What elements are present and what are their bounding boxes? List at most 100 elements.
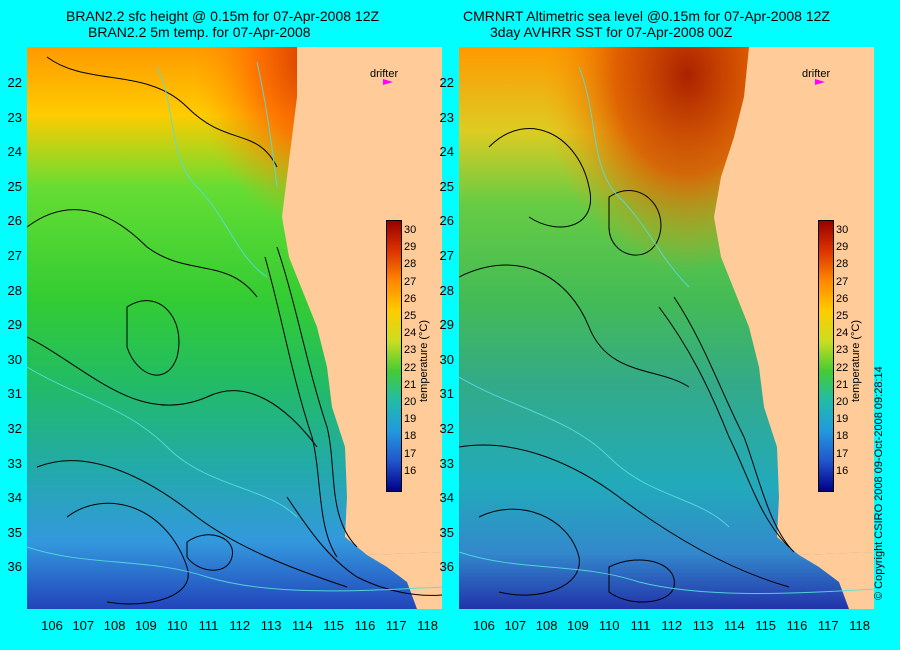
longitude-label: 113 [260,618,282,633]
latitude-label: 35 [439,524,454,540]
colorbar-tick: 22 [836,361,849,374]
right-colorbar-title: temperature (°C) [850,319,862,402]
longitude-label: 110 [598,618,620,633]
latitude-label: 28 [7,282,22,298]
longitude-label: 108 [535,618,558,633]
longitude-label: 106 [41,618,63,633]
latitude-label: 24 [7,144,22,160]
latitude-label: 34 [439,490,454,506]
colorbar-tick: 25 [836,310,849,322]
longitude-label: 107 [72,618,95,633]
longitude-label: 116 [786,618,808,633]
longitude-label: 113 [692,618,714,633]
colorbar-tick: 30 [404,224,417,236]
left-map-graphic [27,47,442,609]
longitude-label: 112 [229,618,251,633]
colorbar-tick: 26 [836,292,849,305]
colorbar-tick: 27 [836,275,849,288]
longitude-label: 111 [198,618,219,633]
colorbar-tick: 28 [836,258,849,271]
colorbar-tick: 17 [836,447,849,460]
latitude-label: 26 [439,213,454,229]
colorbar-tick: 18 [404,430,417,443]
longitude-label: 114 [724,618,745,633]
latitude-label: 23 [7,109,22,125]
latitude-label: 23 [439,109,454,125]
colorbar-tick: 16 [836,464,849,477]
colorbar-tick: 19 [836,413,849,426]
colorbar-tick: 23 [404,344,417,357]
latitude-label: 34 [7,490,22,506]
left-title-line2: BRAN2.2 5m temp. for 07-Apr-2008 [88,24,311,40]
colorbar-tick: 23 [836,344,849,357]
latitude-label: 22 [439,75,454,90]
right-colorbar [818,220,834,492]
longitude-label: 118 [417,618,438,633]
longitude-label: 106 [473,618,495,633]
longitude-label: 115 [323,618,345,633]
colorbar-tick: 18 [836,430,849,443]
latitude-label: 33 [439,455,454,471]
colorbar-tick: 22 [404,361,417,374]
colorbar-tick: 26 [404,292,417,305]
colorbar-tick: 30 [836,224,849,236]
right-title-line2: 3day AVHRR SST for 07-Apr-2008 00Z [490,24,733,40]
longitude-label: 107 [504,618,527,633]
longitude-label: 117 [385,618,407,633]
latitude-label: 22 [7,75,22,90]
right-drifter-label: drifter [802,68,831,80]
latitude-label: 36 [7,559,22,575]
colorbar-tick: 17 [404,447,417,460]
longitude-label: 110 [166,618,188,633]
latitude-label: 25 [7,178,22,194]
latitude-label: 27 [7,248,22,263]
longitude-label: 112 [661,618,683,633]
longitude-label: 111 [630,618,651,633]
longitude-label: 109 [567,618,589,633]
colorbar-tick: 29 [404,241,417,254]
latitude-label: 26 [7,213,22,229]
longitude-label: 117 [817,618,839,633]
longitude-label: 108 [103,618,126,633]
colorbar-tick: 27 [404,275,417,288]
copyright-text: © Copyright CSIRO 2008 09-Oct-2008 09:28… [873,366,885,600]
latitude-label: 31 [7,386,22,402]
latitude-label: 29 [7,317,22,333]
colorbar-tick: 28 [404,258,417,271]
colorbar-tick: 29 [836,241,849,254]
longitude-label: 115 [755,618,777,633]
latitude-label: 32 [439,421,454,436]
latitude-label: 24 [439,144,454,160]
latitude-label: 35 [7,524,22,540]
latitude-label: 30 [439,351,454,367]
left-title-line1: BRAN2.2 sfc height @ 0.15m for 07-Apr-20… [66,8,380,24]
latitude-label: 29 [439,317,454,333]
colorbar-tick: 20 [404,396,417,408]
right-title-line1: CMRNRT Altimetric sea level @0.15m for 0… [463,8,830,24]
latitude-label: 32 [7,421,22,436]
longitude-label: 114 [292,618,313,633]
colorbar-tick: 19 [404,413,417,426]
longitude-label: 116 [354,618,376,633]
latitude-label: 36 [439,559,454,575]
latitude-label: 27 [439,248,454,263]
colorbar-tick: 24 [836,327,849,340]
longitude-label: 118 [849,618,870,633]
colorbar-tick: 25 [404,310,417,322]
latitude-label: 30 [7,351,22,367]
colorbar-tick: 20 [836,396,849,408]
colorbar-tick: 16 [404,464,417,477]
colorbar-tick: 21 [836,378,849,391]
latitude-label: 28 [439,282,454,298]
latitude-label: 31 [439,386,454,402]
right-map-graphic [459,47,874,609]
left-sst-map [27,47,442,609]
left-colorbar [386,220,402,492]
left-drifter-label: drifter [370,68,399,80]
left-colorbar-title: temperature (°C) [418,319,430,402]
latitude-label: 33 [7,455,22,471]
right-sst-map [459,47,874,609]
longitude-label: 109 [135,618,157,633]
colorbar-tick: 24 [404,327,417,340]
latitude-label: 25 [439,178,454,194]
